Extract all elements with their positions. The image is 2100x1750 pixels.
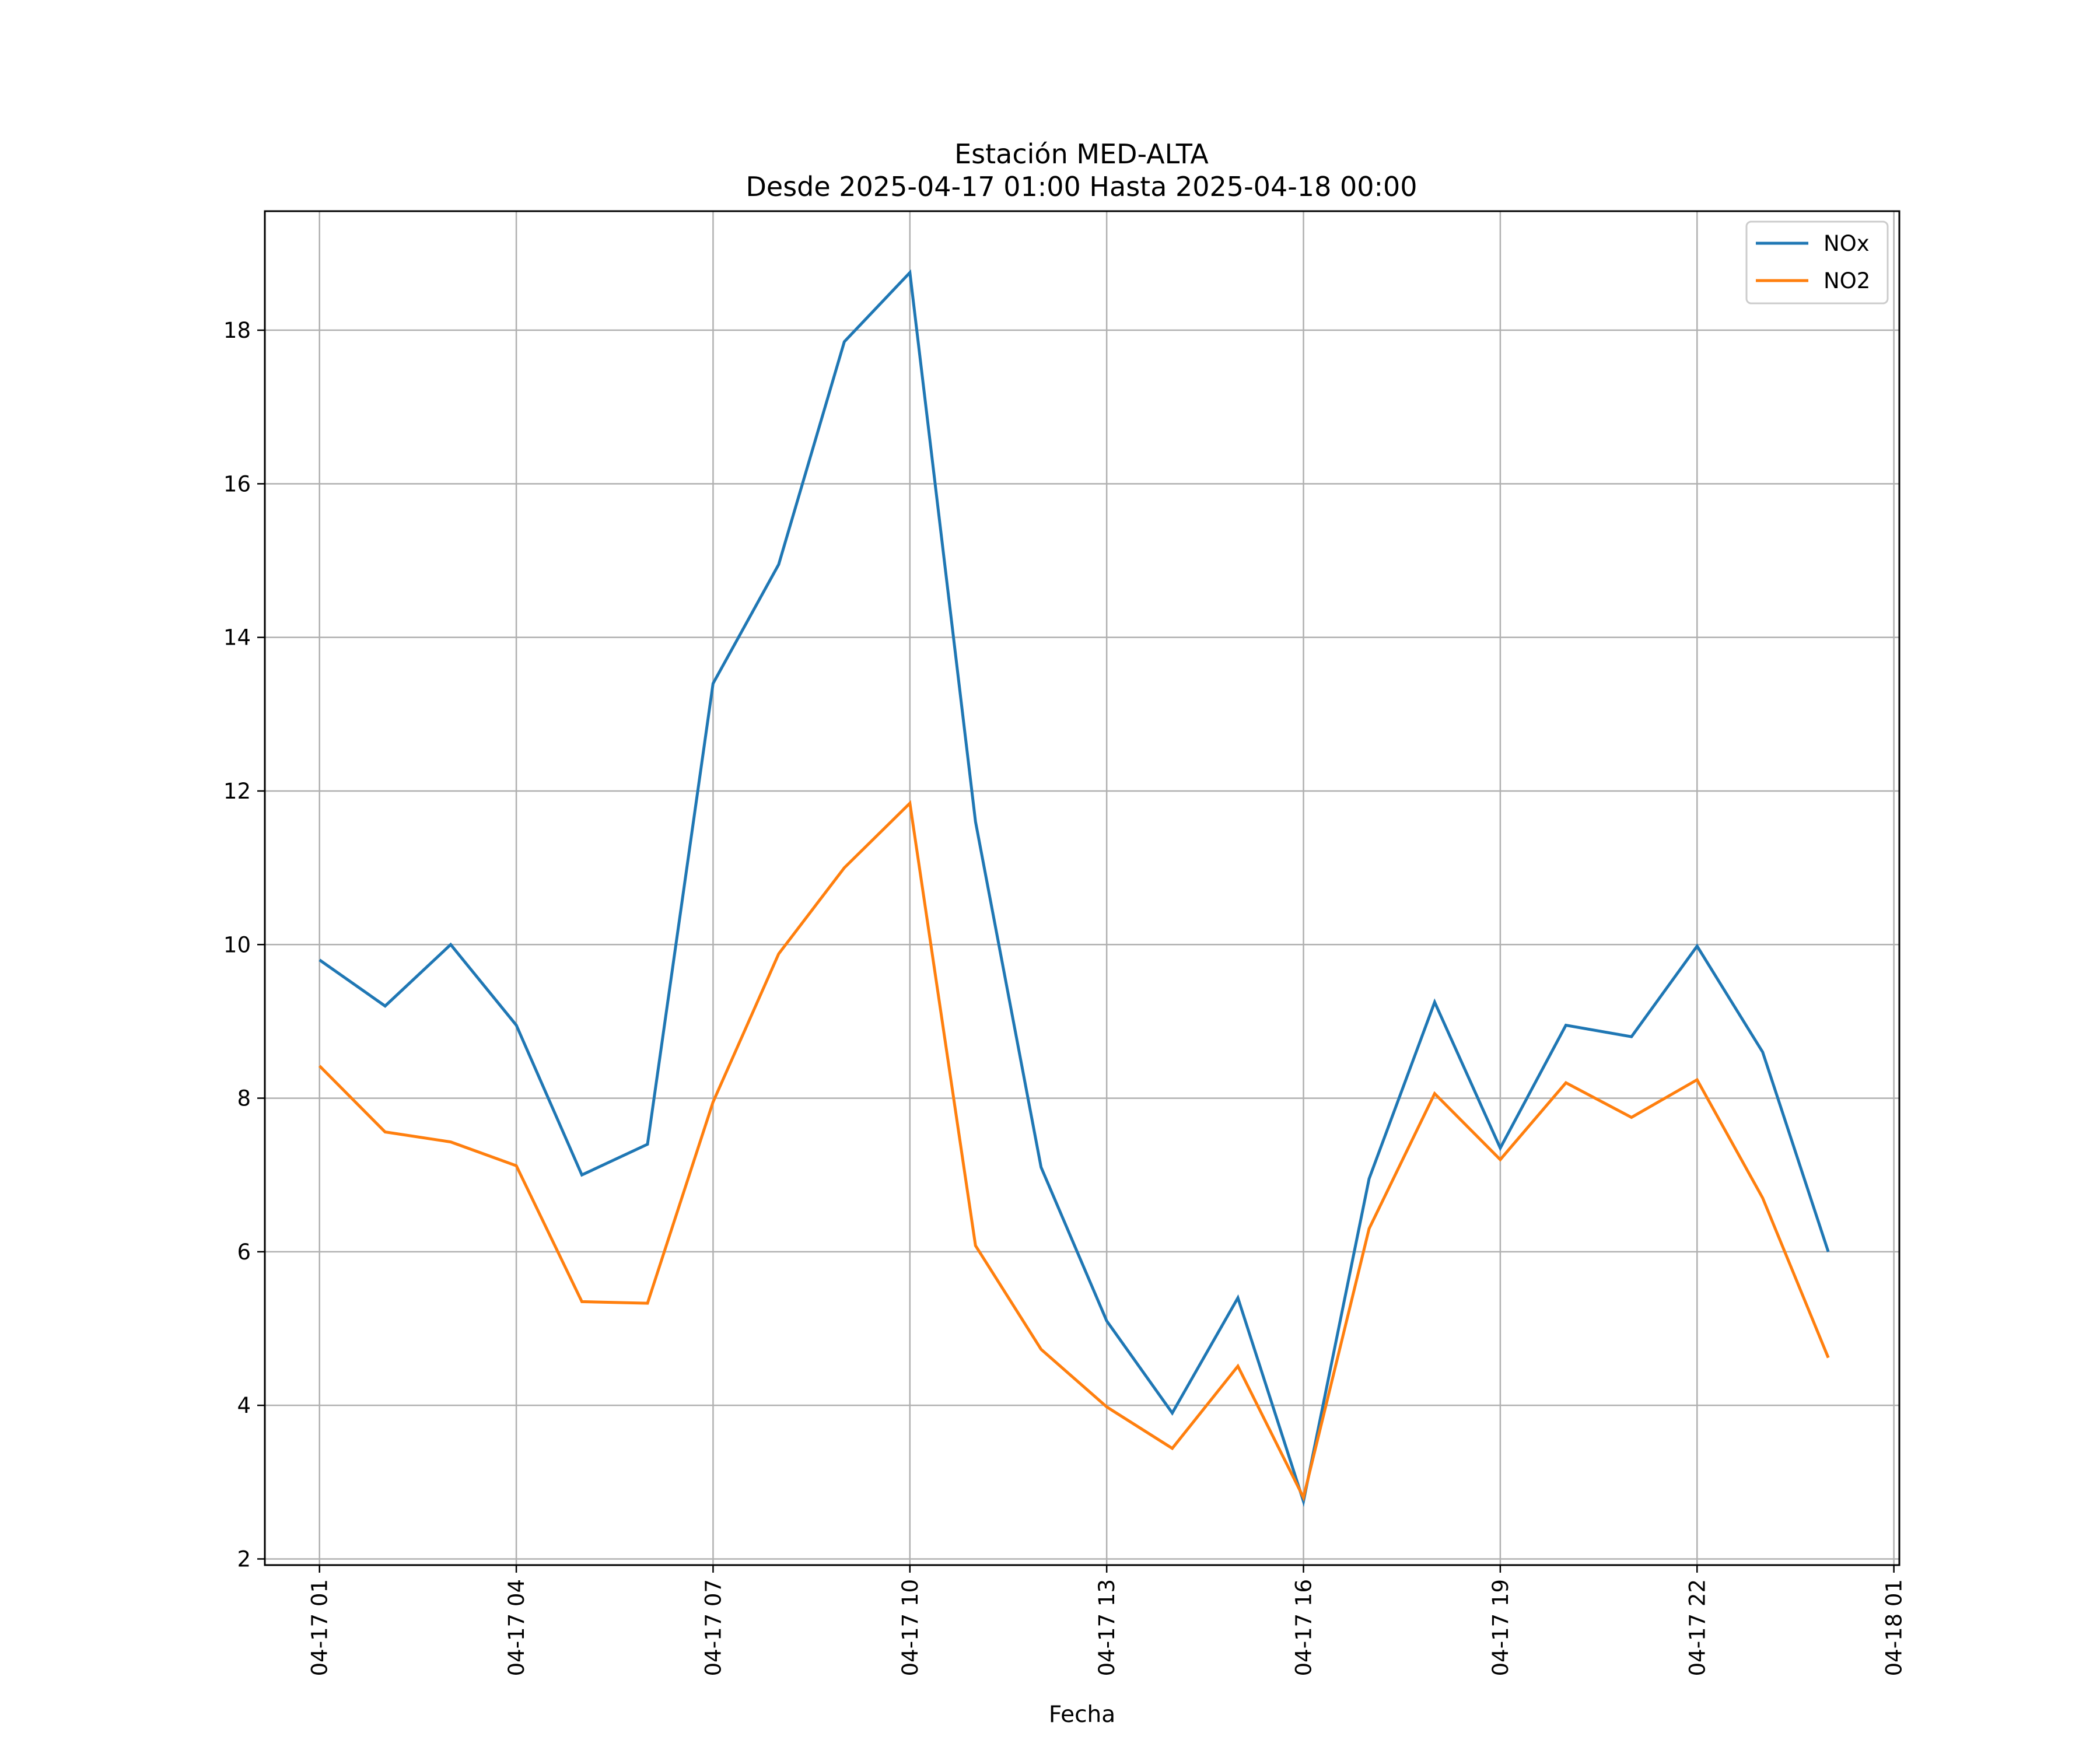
plot-area-frame	[264, 210, 1901, 1566]
x-tick-label: 04-17 13	[1094, 1579, 1119, 1676]
x-tick-label: 04-17 07	[701, 1579, 726, 1676]
y-tick-label: 4	[237, 1393, 251, 1418]
legend-label-no2: NO2	[1824, 268, 1870, 293]
legend: NOx NO2	[1745, 220, 1889, 304]
y-tick-label: 6	[237, 1240, 251, 1265]
x-tick-label: 04-17 04	[504, 1579, 529, 1676]
y-tick-label: 12	[223, 779, 251, 804]
x-tick-label: 04-17 19	[1488, 1579, 1513, 1676]
chart-title: Estación MED-ALTA	[954, 138, 1209, 170]
x-tick-label: 04-17 10	[898, 1579, 923, 1676]
x-tick-label: 04-17 01	[307, 1579, 332, 1676]
y-tick-label: 16	[223, 471, 251, 496]
legend-label-nox: NOx	[1824, 231, 1870, 256]
y-tick-label: 18	[223, 318, 251, 343]
y-tick-label: 2	[237, 1546, 251, 1572]
series-line-nox	[318, 269, 1830, 1507]
series-line-no2	[318, 800, 1830, 1502]
x-tick-label: 04-17 16	[1292, 1579, 1317, 1676]
y-tick-label: 8	[237, 1086, 251, 1111]
series-lines	[318, 269, 1830, 1507]
x-tick-label: 04-17 22	[1685, 1579, 1710, 1676]
x-tick-label: 04-18 01	[1882, 1579, 1907, 1676]
y-tick-label: 14	[223, 625, 251, 650]
y-axis: 2 4 6 8 10 12 14 16 18	[223, 318, 265, 1572]
chart-subtitle: Desde 2025-04-17 01:00 Hasta 2025-04-18 …	[746, 171, 1417, 202]
y-tick-label: 10	[223, 932, 251, 957]
x-axis-label: Fecha	[1049, 1702, 1115, 1728]
grid-lines	[265, 211, 1899, 1565]
x-axis: 04-17 01 04-17 04 04-17 07 04-17 10 04-17 13…	[307, 1565, 1907, 1676]
